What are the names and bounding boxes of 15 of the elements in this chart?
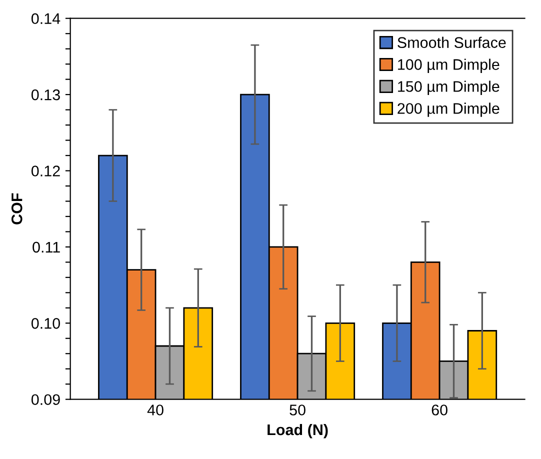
x-tick-label: 40: [147, 404, 164, 416]
x-tick-label: 50: [290, 404, 306, 416]
legend-label: Smooth Surface: [398, 36, 506, 48]
y-tick-label: 0.10: [31, 318, 60, 329]
x-tick-label: 60: [432, 404, 448, 416]
y-tick-label: 0.13: [31, 89, 60, 100]
y-tick-label: 0.14: [31, 13, 60, 24]
x-axis-title: Load (N): [268, 424, 328, 438]
y-tick-label: 0.11: [32, 242, 60, 253]
y-axis-title: COF: [11, 193, 22, 224]
legend-label: 150 µm Dimple: [398, 80, 500, 95]
y-tick-label: 0.12: [31, 166, 60, 176]
legend-label: 100 µm Dimple: [398, 58, 500, 73]
legend-label: 200 µm Dimple: [398, 102, 500, 117]
y-tick-label: 0.09: [31, 394, 60, 406]
